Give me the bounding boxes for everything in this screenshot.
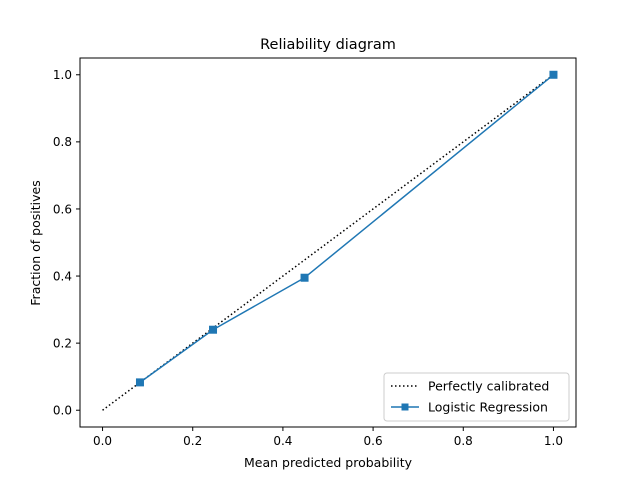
- y-axis-ticks: 0.0 0.2 0.4 0.6 0.8 1.0: [53, 68, 80, 418]
- series-layer: [102, 70, 558, 411]
- x-axis-ticks: 0.0 0.2 0.4 0.6 0.8 1.0: [93, 427, 563, 448]
- data-point-logistic-regression: [209, 325, 218, 334]
- y-tick-label: 0.0: [53, 404, 72, 418]
- y-tick-label: 0.6: [53, 202, 72, 216]
- series-line-perfectly-calibrated: [102, 74, 554, 411]
- x-tick-label: 0.2: [183, 434, 202, 448]
- axes-frame: [79, 57, 577, 428]
- x-tick-label: 0.0: [93, 434, 112, 448]
- data-point-logistic-regression: [300, 273, 309, 282]
- y-tick-label: 0.4: [53, 269, 72, 283]
- x-tick-label: 0.6: [364, 434, 383, 448]
- data-point-logistic-regression: [135, 378, 144, 387]
- x-tick-label: 1.0: [544, 434, 563, 448]
- x-axis-label: Mean predicted probability: [244, 455, 413, 470]
- x-tick-label: 0.4: [273, 434, 292, 448]
- legend-box: [383, 372, 570, 422]
- y-tick-label: 0.2: [53, 336, 72, 350]
- legend-label-perfectly-calibrated: Perfectly calibrated: [428, 379, 549, 394]
- plot-area: [79, 57, 577, 428]
- legend-label-logistic-regression: Logistic Regression: [428, 400, 548, 415]
- legend-marker-logistic-regression: [401, 403, 409, 411]
- data-point-logistic-regression: [549, 70, 558, 79]
- y-tick-label: 0.8: [53, 135, 72, 149]
- x-tick-label: 0.8: [454, 434, 473, 448]
- y-tick-label: 1.0: [53, 68, 72, 82]
- chart-title: Reliability diagram: [260, 37, 396, 53]
- legend: Perfectly calibrated Logistic Regression: [383, 372, 570, 422]
- series-line-logistic-regression: [139, 74, 554, 383]
- y-axis-label: Fraction of positives: [28, 180, 43, 305]
